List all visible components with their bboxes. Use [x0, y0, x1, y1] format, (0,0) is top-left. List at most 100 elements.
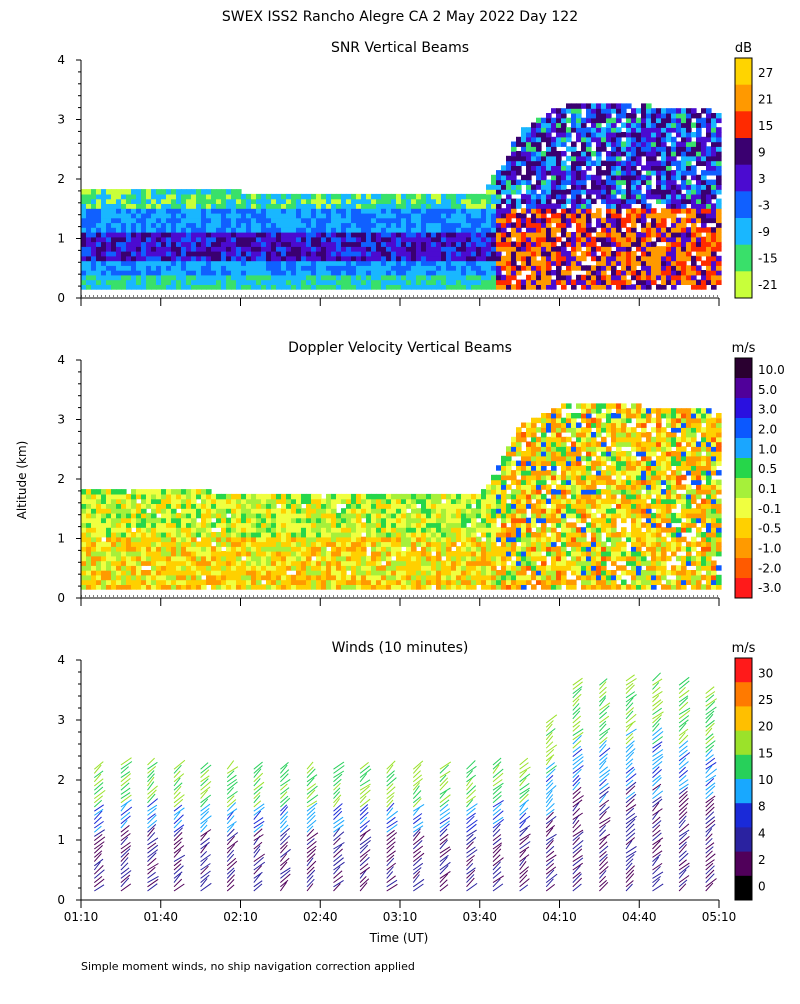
heatmap-cell	[316, 270, 322, 275]
heatmap-cell	[156, 499, 162, 504]
heatmap-cell	[536, 275, 542, 280]
colorbar-label: -9	[758, 225, 770, 239]
heatmap-cell	[606, 275, 612, 280]
heatmap-cell	[511, 442, 517, 447]
heatmap-cell	[436, 570, 442, 575]
heatmap-cell	[611, 265, 617, 270]
heatmap-cell	[511, 175, 517, 180]
heatmap-cell	[701, 175, 707, 180]
heatmap-cell	[376, 580, 382, 585]
heatmap-cell	[271, 522, 277, 527]
heatmap-cell	[601, 103, 607, 108]
heatmap-cell	[486, 218, 492, 223]
heatmap-cell	[456, 222, 462, 227]
heatmap-cell	[151, 527, 157, 532]
heatmap-cell	[116, 199, 122, 204]
heatmap-cell	[91, 199, 97, 204]
heatmap-cell	[511, 437, 517, 442]
heatmap-cell	[136, 546, 142, 551]
heatmap-cell	[251, 532, 257, 537]
heatmap-cell	[576, 265, 582, 270]
heatmap-cell	[576, 175, 582, 180]
heatmap-cell	[101, 561, 107, 566]
heatmap-cell	[666, 123, 672, 128]
heatmap-cell	[531, 132, 537, 137]
heatmap-cell	[336, 280, 342, 285]
heatmap-cell	[351, 522, 357, 527]
heatmap-cell	[691, 165, 697, 170]
heatmap-cell	[176, 570, 182, 575]
heatmap-cell	[251, 203, 257, 208]
heatmap-cell	[171, 280, 177, 285]
heatmap-cell	[681, 161, 687, 166]
heatmap-cell	[366, 499, 372, 504]
heatmap-cell	[451, 265, 457, 270]
heatmap-cell	[561, 123, 567, 128]
heatmap-cell	[616, 103, 622, 108]
heatmap-cell	[581, 284, 587, 289]
heatmap-cell	[131, 494, 137, 499]
heatmap-cell	[396, 242, 402, 247]
heatmap-cell	[166, 570, 172, 575]
heatmap-cell	[606, 222, 612, 227]
heatmap-cell	[276, 513, 282, 518]
heatmap-cell	[596, 246, 602, 251]
heatmap-cell	[436, 227, 442, 232]
heatmap-cell	[131, 203, 137, 208]
heatmap-cell	[541, 118, 547, 123]
heatmap-cell	[101, 237, 107, 242]
heatmap-cell	[506, 156, 512, 161]
heatmap-cell	[421, 218, 427, 223]
heatmap-cell	[711, 142, 717, 147]
heatmap-cell	[216, 222, 222, 227]
heatmap-cell	[506, 246, 512, 251]
heatmap-cell	[526, 180, 532, 185]
colorbar-label: -3	[758, 198, 770, 212]
heatmap-cell	[236, 265, 242, 270]
heatmap-cell	[121, 199, 127, 204]
heatmap-cell	[271, 518, 277, 523]
heatmap-cell	[511, 170, 517, 175]
heatmap-cell	[356, 203, 362, 208]
heatmap-cell	[106, 570, 112, 575]
heatmap-cell	[516, 432, 522, 437]
heatmap-cell	[661, 256, 667, 261]
heatmap-cell	[161, 256, 167, 261]
heatmap-cell	[391, 203, 397, 208]
heatmap-cell	[266, 580, 272, 585]
heatmap-cell	[116, 542, 122, 547]
heatmap-cell	[181, 232, 187, 237]
heatmap-cell	[386, 284, 392, 289]
heatmap-cell	[556, 218, 562, 223]
heatmap-cell	[656, 127, 662, 132]
heatmap-cell	[151, 218, 157, 223]
heatmap-cell	[496, 484, 502, 489]
heatmap-cell	[481, 532, 487, 537]
heatmap-cell	[126, 203, 132, 208]
heatmap-cell	[216, 242, 222, 247]
heatmap-cell	[391, 275, 397, 280]
heatmap-cell	[496, 556, 502, 561]
heatmap-cell	[111, 261, 117, 266]
heatmap-cell	[561, 151, 567, 156]
heatmap-cell	[516, 532, 522, 537]
heatmap-cell	[716, 270, 722, 275]
heatmap-cell	[576, 237, 582, 242]
heatmap-cell	[316, 246, 322, 251]
heatmap-cell	[286, 194, 292, 199]
heatmap-cell	[591, 280, 597, 285]
heatmap-cell	[401, 246, 407, 251]
heatmap-cell	[286, 499, 292, 504]
heatmap-cell	[406, 580, 412, 585]
heatmap-cell	[156, 213, 162, 218]
heatmap-cell	[106, 246, 112, 251]
heatmap-cell	[691, 151, 697, 156]
heatmap-cell	[196, 265, 202, 270]
heatmap-cell	[591, 118, 597, 123]
heatmap-cell	[111, 584, 117, 589]
heatmap-cell	[341, 518, 347, 523]
heatmap-cell	[496, 189, 502, 194]
heatmap-cell	[416, 513, 422, 518]
heatmap-cell	[156, 556, 162, 561]
heatmap-cell	[486, 213, 492, 218]
